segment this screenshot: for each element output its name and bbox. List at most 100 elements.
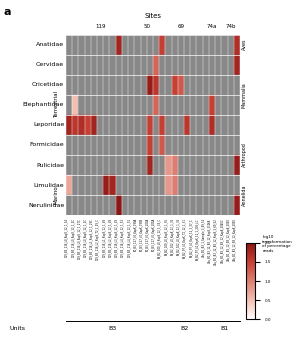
Text: a: a: [3, 7, 10, 17]
Text: Anatidae: Anatidae: [36, 42, 64, 47]
Bar: [165, 135, 172, 155]
Bar: [128, 135, 134, 155]
Bar: [165, 35, 172, 55]
Bar: [66, 55, 72, 75]
Bar: [203, 115, 209, 135]
Bar: [141, 175, 147, 195]
Bar: [215, 195, 221, 215]
Bar: [110, 135, 116, 155]
Bar: [215, 35, 221, 55]
Bar: [184, 75, 190, 95]
Bar: [203, 95, 209, 115]
Bar: [110, 75, 116, 95]
Bar: [128, 155, 134, 175]
Bar: [122, 95, 128, 115]
Text: Cricetidae: Cricetidae: [32, 82, 64, 87]
Bar: [215, 175, 221, 195]
Bar: [116, 175, 122, 195]
Text: B1: B1: [220, 326, 229, 331]
Bar: [66, 175, 72, 195]
Bar: [196, 175, 203, 195]
Bar: [196, 155, 203, 175]
Bar: [153, 115, 159, 135]
Bar: [234, 155, 240, 175]
Bar: [122, 135, 128, 155]
Bar: [184, 95, 190, 115]
Bar: [66, 115, 72, 135]
Bar: [110, 155, 116, 175]
Text: 119_B3_116_L2_KapK_T2_1_29_C: 119_B3_116_L2_KapK_T2_1_29_C: [96, 218, 100, 260]
Bar: [184, 35, 190, 55]
Bar: [209, 155, 215, 175]
Bar: [178, 75, 184, 95]
Bar: [97, 35, 103, 55]
Bar: [85, 195, 91, 215]
Bar: [134, 55, 141, 75]
Bar: [209, 115, 215, 135]
Bar: [66, 75, 72, 95]
Text: log10
transformation
of percentage
reads: log10 transformation of percentage reads: [262, 235, 293, 253]
Bar: [147, 155, 153, 175]
Bar: [234, 175, 240, 195]
Text: 119_B3_116_L4_KapK_12_1_52: 119_B3_116_L4_KapK_12_1_52: [121, 218, 125, 257]
Bar: [128, 55, 134, 75]
Bar: [122, 75, 128, 95]
Bar: [196, 75, 203, 95]
Bar: [209, 75, 215, 95]
Bar: [203, 155, 209, 175]
Bar: [234, 195, 240, 215]
Bar: [228, 135, 234, 155]
Bar: [128, 95, 134, 115]
Bar: [91, 35, 97, 55]
Text: 119_B3_116_L1_KapK_12_1_48: 119_B3_116_L1_KapK_12_1_48: [102, 218, 106, 257]
Bar: [72, 155, 78, 175]
Bar: [116, 195, 122, 215]
Bar: [134, 195, 141, 215]
Bar: [228, 175, 234, 195]
Bar: [141, 75, 147, 95]
Bar: [184, 175, 190, 195]
Bar: [234, 115, 240, 135]
Bar: [172, 35, 178, 55]
Bar: [141, 195, 147, 215]
Bar: [141, 135, 147, 155]
Bar: [147, 75, 153, 95]
Bar: [103, 135, 110, 155]
Text: 74b: 74b: [225, 24, 236, 29]
Bar: [91, 155, 97, 175]
Bar: [97, 95, 103, 115]
Bar: [97, 115, 103, 135]
Bar: [228, 155, 234, 175]
Bar: [66, 35, 72, 55]
Bar: [172, 135, 178, 155]
Bar: [165, 115, 172, 135]
Text: Aves: Aves: [242, 39, 247, 50]
Bar: [172, 175, 178, 195]
Bar: [122, 195, 128, 215]
Text: Mammalia: Mammalia: [242, 82, 247, 108]
Text: 74a_B1_B3_1_Sample_3_69_52: 74a_B1_B3_1_Sample_3_69_52: [202, 218, 206, 257]
Bar: [72, 135, 78, 155]
Bar: [103, 35, 110, 55]
Text: 50_B3_127_L0_KapK_199B: 50_B3_127_L0_KapK_199B: [140, 218, 144, 251]
Bar: [147, 35, 153, 55]
Bar: [66, 155, 72, 175]
Bar: [103, 155, 110, 175]
Text: 74b_B1_B3_12_B3_12_KapK_2050: 74b_B1_B3_12_B3_12_KapK_2050: [233, 218, 237, 261]
Bar: [209, 195, 215, 215]
Bar: [209, 135, 215, 155]
Bar: [116, 75, 122, 95]
Text: Terrestrial: Terrestrial: [54, 91, 58, 118]
Text: 50: 50: [143, 24, 150, 29]
Text: 69_B2_102_L0_KapK_12_1_36: 69_B2_102_L0_KapK_12_1_36: [171, 218, 175, 255]
Text: 69_B2_100_L0_KapK_12_1_34_C: 69_B2_100_L0_KapK_12_1_34_C: [158, 218, 162, 258]
Bar: [110, 55, 116, 75]
Bar: [178, 95, 184, 115]
Bar: [128, 35, 134, 55]
Bar: [141, 115, 147, 135]
Bar: [116, 55, 122, 75]
Text: 74b_B1_B3_12_B3_12_KapK_2045C: 74b_B1_B3_12_B3_12_KapK_2045C: [220, 218, 224, 263]
Bar: [221, 35, 228, 55]
Text: 50_B3_127_L0_KapK_200A: 50_B3_127_L0_KapK_200A: [146, 218, 150, 251]
Bar: [184, 155, 190, 175]
